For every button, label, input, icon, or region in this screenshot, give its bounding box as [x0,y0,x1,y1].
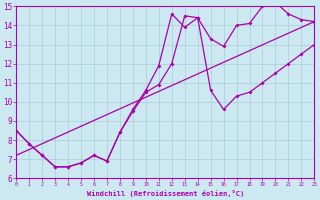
X-axis label: Windchill (Refroidissement éolien,°C): Windchill (Refroidissement éolien,°C) [87,190,244,197]
